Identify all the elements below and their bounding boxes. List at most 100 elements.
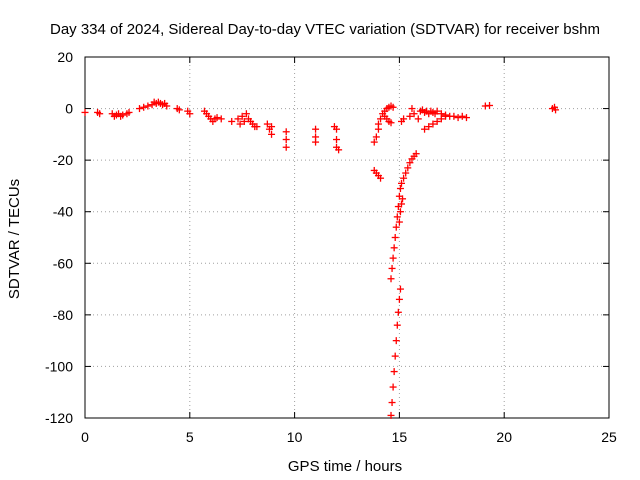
data-point (388, 264, 396, 272)
data-point (282, 128, 290, 136)
y-tick-label: 0 (65, 101, 73, 117)
data-point (400, 115, 408, 123)
data-point (433, 107, 441, 115)
data-point (377, 174, 385, 182)
data-point (462, 114, 470, 122)
data-point (454, 114, 462, 122)
data-point (421, 125, 429, 133)
data-point (335, 146, 343, 154)
data-point (372, 133, 380, 141)
y-tick-label: -40 (53, 204, 73, 220)
data-point (425, 123, 433, 131)
data-point (213, 114, 221, 122)
data-point (242, 110, 250, 118)
data-point (119, 111, 127, 119)
data-point (391, 234, 399, 241)
x-tick-label: 5 (186, 429, 194, 445)
data-point (234, 115, 242, 123)
data-point (392, 337, 400, 345)
data-point (397, 179, 405, 187)
data-point (395, 295, 403, 303)
data-point (394, 308, 402, 316)
data-point (268, 130, 276, 138)
y-axis-label: SDTVAR / TECUs (6, 179, 23, 299)
data-point (433, 117, 441, 125)
data-point (393, 213, 401, 221)
data-point (282, 143, 290, 151)
data-point (390, 244, 398, 252)
data-point (399, 195, 407, 203)
data-point (414, 115, 422, 123)
data-point (390, 368, 398, 376)
grid-lines (85, 57, 609, 418)
data-point (377, 115, 385, 123)
data-point (392, 223, 400, 231)
data-point (410, 110, 418, 118)
data-point (387, 411, 395, 419)
chart-title: Day 334 of 2024, Sidereal Day-to-day VTE… (50, 21, 600, 38)
data-point (406, 159, 414, 167)
data-point (374, 120, 382, 128)
y-tick-label: -60 (53, 255, 73, 271)
data-point (391, 352, 399, 360)
data-point (253, 123, 261, 131)
data-point (442, 112, 450, 120)
data-point (389, 383, 397, 391)
data-point (236, 120, 244, 128)
data-point (186, 110, 194, 118)
x-tick-label: 20 (496, 429, 512, 445)
data-point (397, 200, 405, 208)
y-tick-label: -100 (45, 358, 73, 374)
plot-frame (84, 56, 610, 419)
y-tick-labels: 20 0 -20 -40 -60 -80 -100 -120 (45, 49, 73, 426)
data-point (240, 117, 248, 125)
y-tick-label: 20 (57, 49, 73, 65)
data-points (81, 98, 560, 419)
data-point (312, 125, 320, 133)
x-axis-label: GPS time / hours (288, 458, 402, 475)
data-point (486, 101, 494, 109)
data-point (144, 102, 152, 110)
x-tick-label: 10 (287, 429, 303, 445)
data-point (81, 108, 89, 116)
data-point (450, 112, 458, 120)
data-point (125, 108, 133, 116)
data-point (396, 285, 404, 293)
data-point (389, 254, 397, 262)
data-point (312, 138, 320, 146)
data-point (402, 169, 410, 177)
data-point (263, 120, 271, 128)
data-point (408, 105, 416, 113)
data-point (228, 117, 236, 125)
data-point (282, 136, 290, 144)
data-point (96, 110, 104, 118)
data-point (437, 115, 445, 123)
data-point (268, 123, 276, 131)
data-point (429, 120, 437, 128)
data-point (404, 164, 412, 172)
data-point (387, 275, 395, 283)
data-point (175, 106, 183, 114)
data-point (135, 105, 143, 113)
data-point (552, 106, 560, 114)
data-point (238, 112, 246, 120)
data-point (393, 321, 401, 329)
x-tick-labels: 0 5 10 15 20 25 (81, 429, 617, 445)
data-point (333, 136, 341, 144)
data-point (412, 150, 420, 158)
data-point (406, 112, 414, 120)
data-point (458, 112, 466, 120)
data-point (370, 138, 378, 146)
y-tick-label: -120 (45, 410, 73, 426)
data-point (163, 102, 171, 110)
data-point (396, 185, 404, 193)
data-point (387, 119, 395, 127)
data-point (400, 174, 408, 182)
x-tick-label: 25 (601, 429, 617, 445)
data-point (395, 218, 403, 226)
data-point (140, 103, 148, 111)
y-tick-label: -80 (53, 307, 73, 323)
y-tick-label: -20 (53, 152, 73, 168)
data-point (217, 115, 225, 123)
